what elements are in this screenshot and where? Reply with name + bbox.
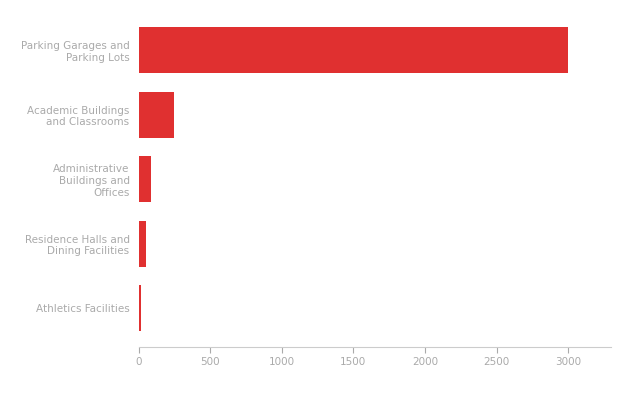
- Bar: [139, 27, 568, 74]
- Bar: [139, 91, 174, 138]
- Bar: [139, 156, 151, 203]
- Bar: [139, 285, 142, 331]
- Bar: [139, 221, 146, 267]
